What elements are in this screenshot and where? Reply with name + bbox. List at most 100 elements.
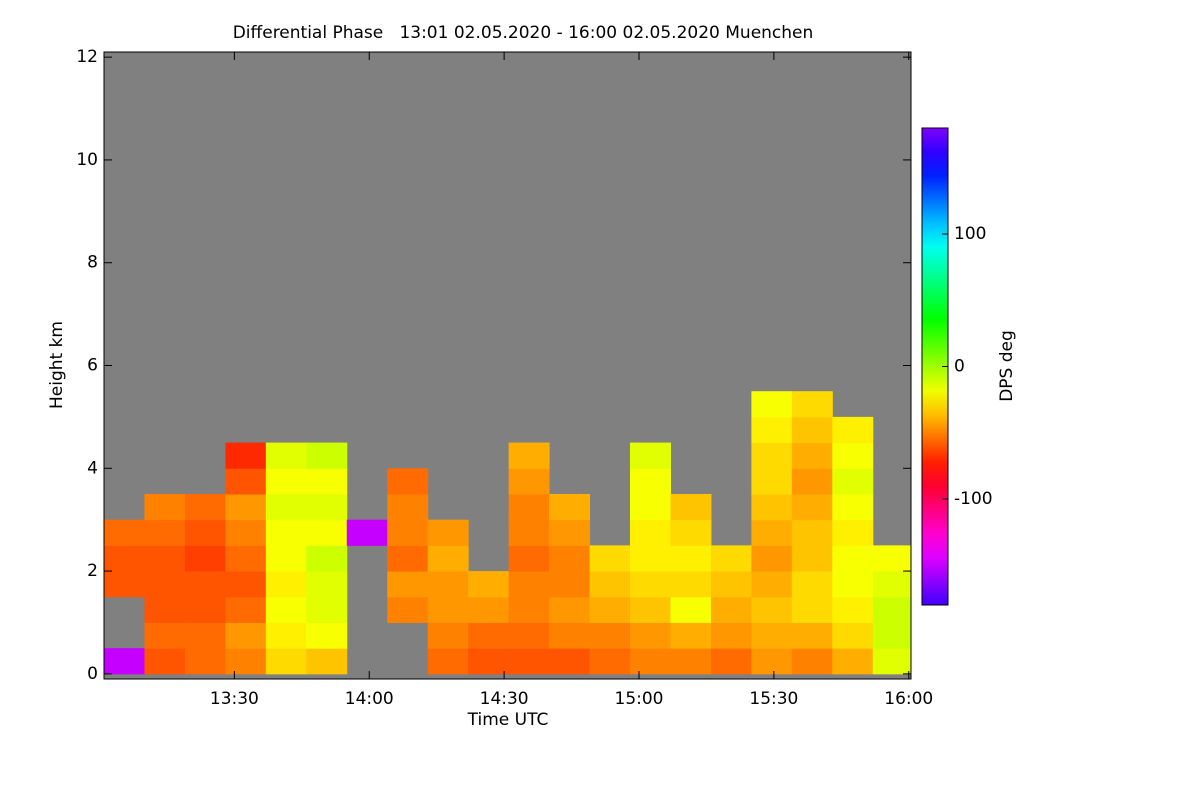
heatmap-cell: [670, 571, 712, 598]
heatmap-cell: [670, 596, 712, 623]
heatmap-cell: [387, 545, 429, 572]
heatmap-cell: [751, 416, 793, 444]
heatmap-cell: [225, 493, 267, 521]
heatmap-cell: [751, 648, 793, 675]
heatmap-cell: [104, 545, 145, 572]
heatmap-cell: [751, 545, 793, 572]
heatmap-cell: [508, 468, 550, 495]
heatmap-cell: [549, 571, 591, 598]
heatmap-cell: [791, 648, 833, 675]
heatmap-cell: [387, 519, 429, 546]
heatmap-cell: [791, 416, 833, 444]
heatmap-cell: [872, 596, 911, 623]
heatmap-cell: [670, 648, 712, 675]
heatmap-cell: [306, 519, 348, 546]
heatmap-cell: [427, 622, 469, 649]
heatmap-cell: [791, 468, 833, 495]
heatmap-cell: [306, 622, 348, 649]
y-tick-label: 0: [87, 664, 98, 684]
heatmap-cell: [832, 545, 874, 572]
heatmap-cell: [225, 545, 267, 572]
heatmap-cell: [791, 545, 833, 572]
heatmap-cell: [306, 468, 348, 495]
heatmap-cell: [184, 622, 226, 649]
heatmap-cell: [710, 571, 752, 598]
heatmap-cell: [791, 519, 833, 546]
heatmap-cell: [144, 596, 186, 623]
heatmap-cell: [306, 571, 348, 598]
colorbar-tick-label: -100: [954, 489, 993, 509]
heatmap-cell: [832, 442, 874, 469]
heatmap-cell: [872, 571, 911, 598]
heatmap-cell: [225, 468, 267, 495]
heatmap-cell: [549, 596, 591, 623]
heatmap-cell: [670, 519, 712, 546]
heatmap-cell: [630, 622, 671, 649]
heatmap-cell: [751, 571, 793, 598]
heatmap-cell: [630, 571, 671, 598]
x-axis-label: Time UTC: [467, 710, 549, 730]
heatmap-cell: [791, 596, 833, 623]
heatmap-cell: [589, 622, 631, 649]
heatmap-cell: [751, 391, 793, 418]
heatmap-cell: [225, 648, 267, 675]
chart-title: Differential Phase 13:01 02.05.2020 - 16…: [233, 23, 814, 43]
heatmap-cell: [427, 571, 469, 598]
heatmap-cell: [589, 571, 631, 598]
heatmap-cell: [225, 622, 267, 649]
x-tick-label: 14:00: [345, 689, 394, 709]
heatmap-cell: [751, 442, 793, 469]
y-tick-label: 6: [87, 356, 98, 376]
heatmap-cell: [144, 571, 186, 598]
heatmap-cell: [225, 596, 267, 623]
y-tick-label: 2: [87, 561, 98, 581]
heatmap-cell: [589, 648, 631, 675]
heatmap-cell: [630, 519, 671, 546]
heatmap-cell: [832, 622, 874, 649]
heatmap-cell: [872, 545, 911, 572]
heatmap-cell: [710, 596, 752, 623]
heatmap-cell: [508, 545, 550, 572]
heatmap-cell: [265, 622, 307, 649]
heatmap-cell: [508, 442, 550, 469]
heatmap-cell: [791, 622, 833, 649]
heatmap-cell: [710, 648, 752, 675]
heatmap-cell: [549, 493, 591, 521]
heatmap-cell: [225, 571, 267, 598]
heatmap-cell: [265, 648, 307, 675]
heatmap-cell: [832, 519, 874, 546]
heatmap-cell: [104, 519, 145, 546]
heatmap-cell: [387, 571, 429, 598]
heatmap-cell: [832, 468, 874, 495]
heatmap-cell: [832, 416, 874, 444]
heatmap-cell: [751, 468, 793, 495]
x-tick-label: 14:30: [480, 689, 529, 709]
x-tick-label: 13:30: [210, 689, 259, 709]
x-tick-label: 15:30: [749, 689, 798, 709]
heatmap-cell: [265, 545, 307, 572]
heatmap-cell: [306, 493, 348, 521]
heatmap-cell: [427, 596, 469, 623]
colorbar-tick-label: 0: [954, 357, 965, 377]
heatmap-cell: [549, 519, 591, 546]
heatmap-cell: [630, 442, 671, 469]
heatmap-cell: [670, 622, 712, 649]
heatmap-cell: [832, 493, 874, 521]
heatmap-cell: [265, 596, 307, 623]
heatmap-cell: [872, 648, 911, 675]
heatmap-cell: [508, 596, 550, 623]
heatmap-cell: [630, 596, 671, 623]
heatmap-cell: [670, 493, 712, 521]
heatmap-cell: [184, 596, 226, 623]
y-axis-label: Height km: [47, 321, 67, 409]
heatmap-cell: [751, 493, 793, 521]
heatmap-cell: [265, 493, 307, 521]
heatmap-cell: [751, 622, 793, 649]
y-tick-label: 8: [87, 253, 98, 273]
heatmap-cell: [791, 571, 833, 598]
heatmap-cell: [832, 648, 874, 675]
heatmap-cell: [589, 596, 631, 623]
heatmap-cell: [184, 648, 226, 675]
colorbar-tick-label: 100: [954, 224, 986, 244]
